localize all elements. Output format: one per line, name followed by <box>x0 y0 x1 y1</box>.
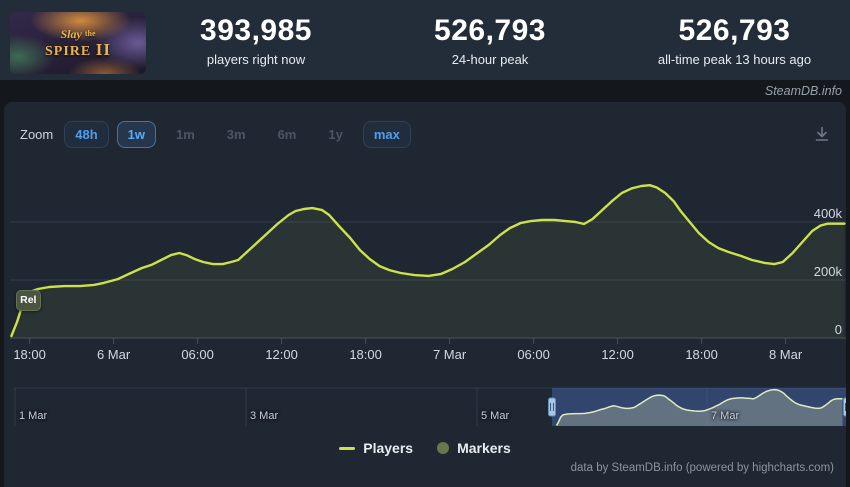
navigator-label-7-Mar: 7 Mar <box>711 410 740 422</box>
stat-24h-peak: 526,793 24-hour peak <box>390 14 590 67</box>
download-chart-button[interactable] <box>812 124 832 144</box>
navigator-label-5-Mar: 5 Mar <box>481 410 510 422</box>
navigator-area-fill <box>556 389 843 426</box>
legend-item-markers[interactable]: Markers <box>437 440 511 456</box>
chart-panel: Zoom 48h 1w 1m 3m 6m 1y max 0 200k 400k 18:00 6 M… <box>4 102 846 487</box>
range-button-1w[interactable]: 1w <box>116 120 156 148</box>
steamdb-watermark: SteamDB.info <box>764 84 842 98</box>
x-axis-label-18:00: 18:00 <box>349 347 382 362</box>
players-chart-plot[interactable] <box>4 155 846 350</box>
navigator-label-3-Mar: 3 Mar <box>250 410 279 422</box>
y-axis-label-0: 0 <box>834 322 842 337</box>
range-button-6m: 6m <box>266 122 309 147</box>
navigator-label-1-Mar: 1 Mar <box>19 410 48 422</box>
range-button-48h[interactable]: 48h <box>64 120 109 148</box>
x-axis-label-12:00: 12:00 <box>601 347 634 362</box>
stat-players-now: 393,985 players right now <box>150 14 362 67</box>
stat-24h-peak-value: 526,793 <box>434 14 546 47</box>
navigator-gridlines <box>14 387 846 426</box>
chart-credits-link[interactable]: data by SteamDB.info (powered by highcha… <box>570 462 834 474</box>
navigator-selection[interactable] <box>552 388 846 426</box>
navigator-handles <box>548 397 847 417</box>
x-axis-label-8-Mar: 8 Mar <box>768 347 803 362</box>
game-capsule-image[interactable]: Slay the SPIRE II <box>10 12 146 74</box>
download-icon <box>815 126 829 141</box>
stat-players-now-label: players right now <box>206 52 306 67</box>
x-axis-label-18:00: 18:00 <box>685 347 718 362</box>
legend-markers-label: Markers <box>457 440 511 456</box>
x-axis-label-12:00: 12:00 <box>265 347 298 362</box>
range-button-1m: 1m <box>164 122 207 147</box>
x-axis-label-6-Mar: 6 Mar <box>96 347 131 362</box>
y-axis-label-200k: 200k <box>813 264 842 279</box>
navigator[interactable] <box>4 384 846 432</box>
players-line <box>10 184 846 338</box>
x-axis-label-06:00: 06:00 <box>181 347 214 362</box>
game-capsule-title: Slay the SPIRE II <box>45 27 111 59</box>
stat-alltime-peak-value: 526,793 <box>678 14 791 47</box>
x-axis-label-06:00: 06:00 <box>517 347 550 362</box>
stat-24h-peak-label: 24-hour peak <box>451 52 529 67</box>
legend-markers-swatch-icon <box>437 442 450 454</box>
range-button-max[interactable]: max <box>362 120 411 148</box>
legend: Players Markers <box>4 440 846 456</box>
x-axis-label-7-Mar: 7 Mar <box>432 347 467 362</box>
navigator-handle-left[interactable] <box>548 397 556 417</box>
range-button-1y: 1y <box>316 122 354 147</box>
x-axis-label-18:00: 18:00 <box>13 347 46 362</box>
players-area-fill <box>11 185 845 338</box>
legend-players-swatch-icon <box>339 446 356 450</box>
stat-alltime-peak: 526,793 all-time peak 13 hours ago <box>612 14 850 67</box>
x-axis-ticks <box>29 338 787 344</box>
zoom-label: Zoom <box>20 126 54 142</box>
stat-players-now-value: 393,985 <box>200 14 312 47</box>
legend-players-label: Players <box>363 440 414 456</box>
navigator-handle-right[interactable] <box>843 397 847 417</box>
range-button-3m: 3m <box>215 122 258 147</box>
chart-gridlines <box>10 221 846 339</box>
navigator-line <box>555 388 843 426</box>
range-buttons: 48h 1w 1m 3m 6m 1y max <box>64 120 419 148</box>
zoom-toolbar: Zoom 48h 1w 1m 3m 6m 1y max <box>20 120 419 148</box>
stat-alltime-peak-label: all-time peak 13 hours ago <box>657 52 812 67</box>
app-header: Slay the SPIRE II 393,985 players right … <box>0 0 850 80</box>
legend-item-players[interactable]: Players <box>339 440 413 456</box>
release-marker-flag[interactable]: Rel <box>15 289 41 311</box>
y-axis-label-400k: 400k <box>813 206 842 221</box>
